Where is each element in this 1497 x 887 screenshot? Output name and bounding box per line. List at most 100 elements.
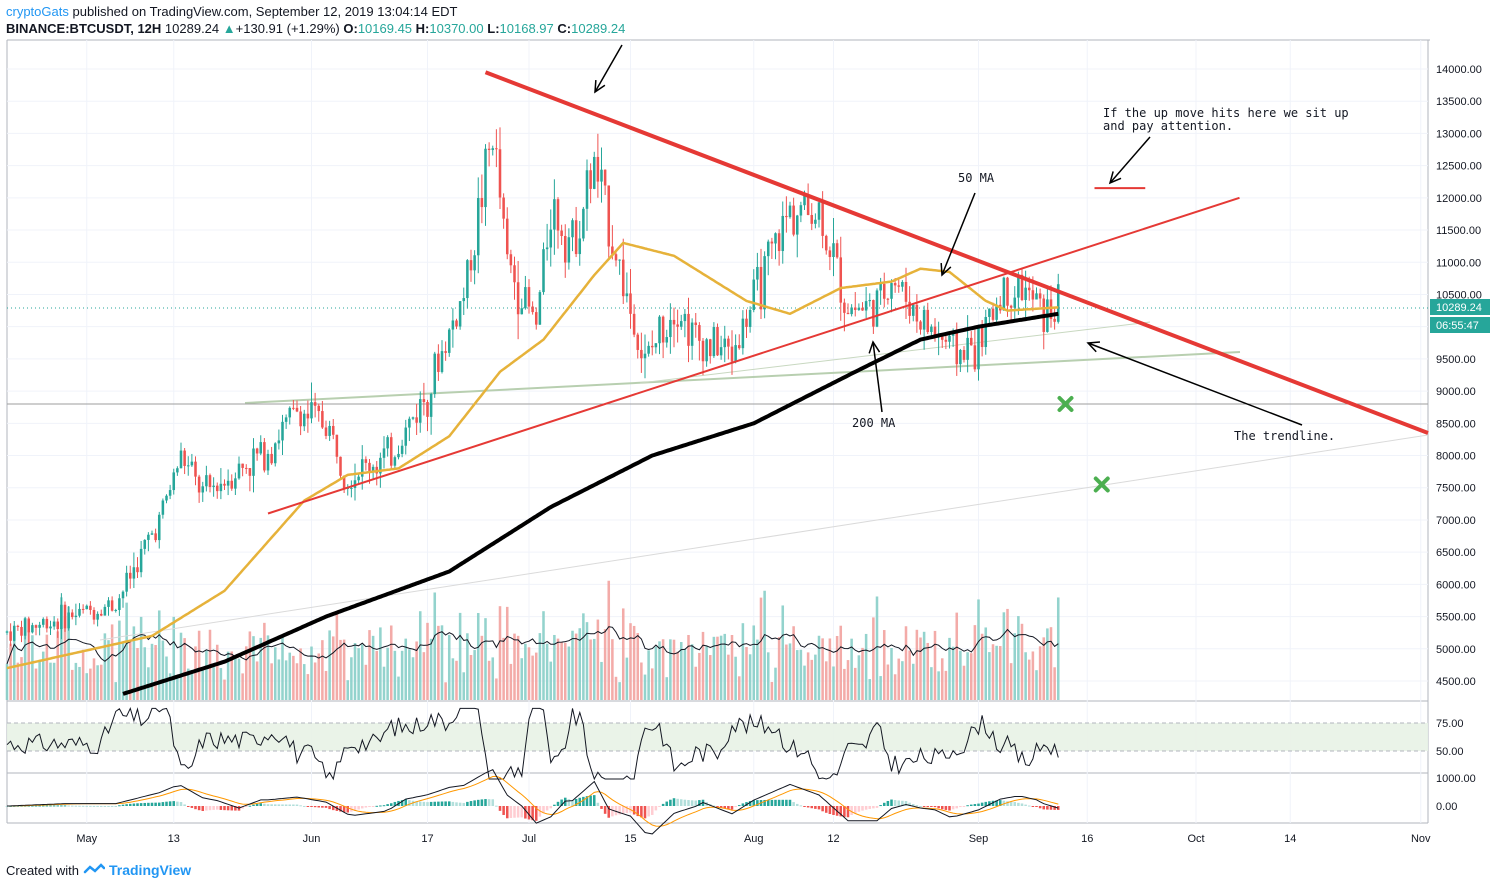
volume-bar bbox=[716, 636, 719, 700]
candle-body bbox=[103, 606, 107, 616]
macd-histogram-bar bbox=[516, 806, 520, 818]
volume-bar bbox=[998, 646, 1002, 700]
volume-bar bbox=[817, 635, 821, 700]
macd-histogram-bar bbox=[542, 806, 545, 814]
low-label: L: bbox=[487, 21, 500, 36]
candle-body bbox=[306, 413, 310, 419]
macd-histogram-bar bbox=[582, 796, 585, 806]
macd-histogram-bar bbox=[1009, 801, 1013, 806]
volume-bar bbox=[379, 627, 382, 700]
candle-body bbox=[215, 485, 219, 492]
volume-bar bbox=[20, 657, 23, 700]
macd-histogram-bar bbox=[306, 806, 310, 807]
ma200-line bbox=[122, 311, 1059, 696]
candle-body bbox=[78, 608, 81, 616]
volume-bar bbox=[27, 630, 31, 700]
candle-body bbox=[462, 298, 466, 302]
time-axis[interactable]: May 13 Jun 17 Jul 15 Aug 12 Sep 16 Oct 14 Nov bbox=[76, 833, 1431, 845]
macd-histogram-bar bbox=[799, 805, 803, 807]
candle-body bbox=[310, 402, 313, 419]
price-tick-label: 8000.00 bbox=[1436, 451, 1476, 463]
volume-bar bbox=[553, 634, 556, 700]
volume-bar bbox=[219, 668, 223, 700]
price-axis[interactable]: 14000.00 13500.00 13000.00 12500.00 12000.00… bbox=[1436, 64, 1482, 813]
publish-text: published on TradingView.com, September … bbox=[72, 4, 458, 19]
volume-bar bbox=[342, 639, 346, 700]
macd-histogram-bar bbox=[922, 806, 926, 807]
volume-bar bbox=[930, 667, 933, 700]
price-tick-label: 12500.00 bbox=[1436, 161, 1482, 173]
candle-body bbox=[469, 260, 473, 271]
macd-histogram-bar bbox=[589, 795, 592, 806]
volume-bar bbox=[45, 634, 49, 700]
macd-histogram-bar bbox=[959, 806, 962, 808]
candle-body bbox=[317, 405, 321, 412]
volume-bar bbox=[524, 643, 527, 700]
macd-histogram-bar bbox=[444, 801, 447, 806]
candle-body bbox=[136, 567, 139, 573]
candle-body bbox=[969, 337, 973, 346]
volume-bar bbox=[150, 643, 154, 700]
volume-bar bbox=[437, 625, 440, 700]
open-value: 10169.45 bbox=[357, 21, 413, 36]
candle-body bbox=[197, 476, 201, 493]
candle-body bbox=[495, 148, 498, 150]
volume-bar bbox=[719, 635, 723, 700]
author-link[interactable]: cryptoGats bbox=[6, 4, 69, 19]
candle-body bbox=[803, 194, 806, 206]
candle-body bbox=[397, 453, 400, 458]
macd-histogram-bar bbox=[882, 802, 886, 806]
candle-body bbox=[995, 304, 998, 320]
macd-histogram-bar bbox=[45, 805, 49, 807]
volume-bar bbox=[476, 613, 480, 700]
volume-bar bbox=[38, 661, 41, 700]
candle-body bbox=[360, 459, 364, 477]
volume-bar bbox=[792, 626, 795, 700]
macd-histogram-bar bbox=[440, 801, 444, 806]
volume-bar bbox=[951, 646, 955, 700]
volume-bar bbox=[118, 620, 121, 700]
macd-histogram-bar bbox=[962, 806, 966, 807]
macd-histogram-bar bbox=[63, 805, 67, 807]
candle-body bbox=[723, 338, 727, 348]
price-tick-label: 9500.00 bbox=[1436, 354, 1476, 366]
candle-body bbox=[1056, 284, 1060, 322]
price-tick-label: 6500.00 bbox=[1436, 547, 1476, 559]
volume-bar bbox=[785, 644, 788, 700]
volume-bar bbox=[404, 638, 408, 700]
macd-histogram-bar bbox=[904, 801, 908, 806]
macd-histogram-bar bbox=[328, 806, 331, 810]
volume-bar bbox=[339, 639, 342, 700]
macd-histogram-bar bbox=[393, 801, 397, 806]
volume-bar bbox=[962, 665, 966, 700]
candle-body bbox=[27, 618, 31, 633]
macd-histogram-bar bbox=[553, 804, 556, 806]
volume-bar bbox=[132, 626, 136, 700]
volume-bar bbox=[708, 655, 712, 700]
volume-bar bbox=[980, 633, 984, 700]
volume-bar bbox=[531, 655, 534, 700]
macd-histogram-bar bbox=[665, 801, 669, 806]
candle-body bbox=[234, 478, 237, 489]
macd-histogram-bar bbox=[592, 795, 596, 806]
volume-bar bbox=[857, 655, 861, 700]
volume-bar bbox=[197, 630, 201, 700]
candle-body bbox=[690, 322, 694, 346]
macd-histogram-bar bbox=[926, 806, 930, 807]
tradingview-brand-link[interactable]: TradingView bbox=[108, 862, 192, 878]
publish-info: cryptoGats published on TradingView.com,… bbox=[6, 4, 457, 19]
ma50-annotation: 50 MA bbox=[958, 171, 995, 185]
macd-histogram-bar bbox=[89, 805, 92, 807]
volume-bar bbox=[143, 647, 147, 700]
macd-histogram-bar bbox=[310, 806, 313, 807]
volume-bar bbox=[585, 622, 589, 700]
candle-body bbox=[839, 257, 843, 303]
candle-body bbox=[527, 287, 531, 307]
candle-body bbox=[846, 312, 850, 315]
volume-bar bbox=[683, 648, 687, 700]
candle-body bbox=[513, 265, 516, 283]
candle-body bbox=[313, 402, 317, 406]
macd-histogram-bar bbox=[792, 802, 795, 806]
candle-body bbox=[940, 335, 944, 340]
